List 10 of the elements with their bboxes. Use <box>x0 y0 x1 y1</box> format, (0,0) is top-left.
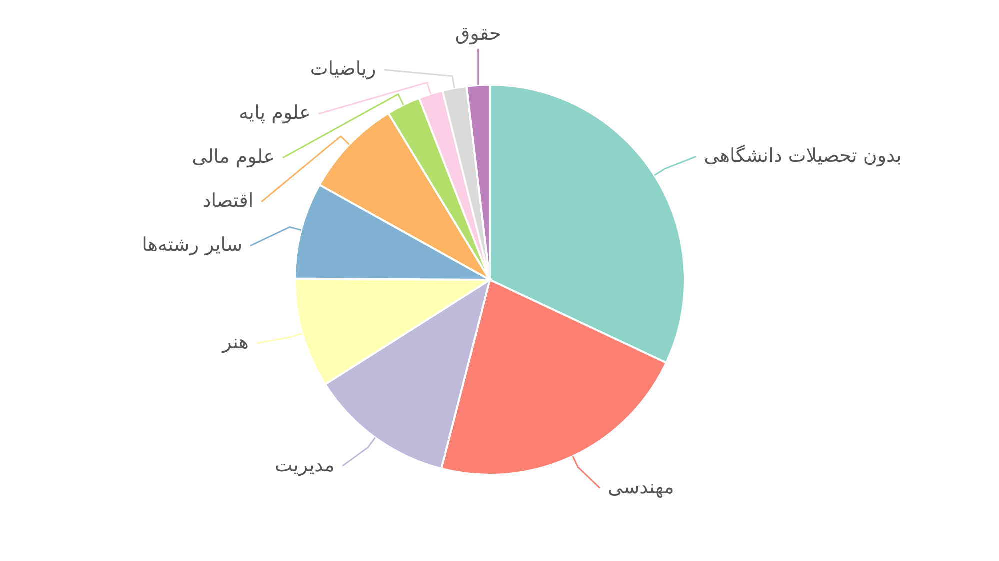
slice-label: علوم پایه <box>238 102 311 124</box>
slice-label: مدیریت <box>274 454 335 476</box>
slice-label: سایر رشته‌ها <box>142 234 243 256</box>
slice-label: بدون تحصیلات دانشگاهی <box>704 144 902 167</box>
slice-label: مهندسی <box>608 476 674 498</box>
slice-label: علوم مالی <box>192 146 276 168</box>
slice-label: اقتصاد <box>202 190 254 212</box>
slice-label: حقوق <box>455 23 502 46</box>
slice-label: ریاضیات <box>310 58 376 80</box>
slice-label: هنر <box>222 332 249 354</box>
